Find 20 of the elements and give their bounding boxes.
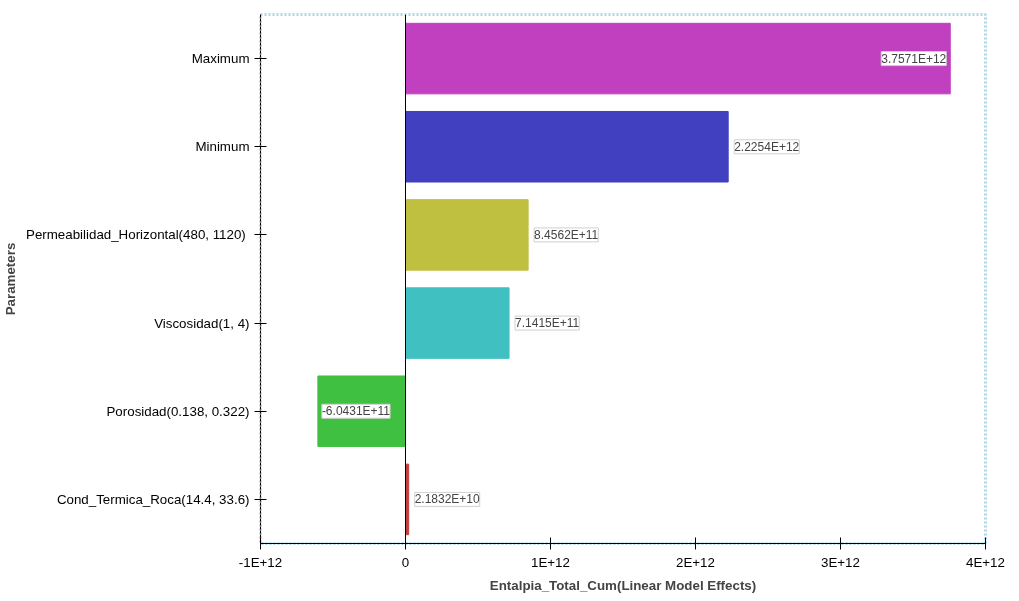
data-label: 2.1832E+10 (414, 492, 481, 507)
y-axis-title: Parameters (3, 242, 18, 316)
y-tick-label: Maximum (191, 51, 250, 67)
data-label: 3.7571E+12 (881, 51, 947, 66)
x-tick-label: 3E+12 (821, 554, 860, 570)
x-tick-label: 1E+12 (531, 554, 570, 570)
data-label: -6.0431E+11 (321, 404, 391, 419)
x-tick-label: 0 (401, 554, 410, 570)
data-label: 2.2254E+12 (734, 139, 800, 154)
data-label: 8.4562E+11 (534, 227, 599, 242)
x-axis-title: Entalpia_Total_Cum(Linear Model Effects) (489, 577, 757, 593)
x-tick-label: 4E+12 (966, 554, 1005, 570)
y-tick-label: Cond_Termica_Roca(14.4, 33.6) (56, 491, 250, 507)
y-tick-label: Minimum (195, 139, 250, 155)
y-tick-label: Porosidad(0.138, 0.322) (106, 403, 250, 419)
x-tick-label: 2E+12 (676, 554, 715, 570)
y-tick-label: Viscosidad(1, 4) (154, 315, 250, 331)
data-label: 7.1415E+11 (515, 316, 580, 331)
y-tick-label: Permeabilidad_Horizontal(480, 1120) (26, 227, 246, 243)
x-tick-label: -1E+12 (238, 554, 283, 570)
